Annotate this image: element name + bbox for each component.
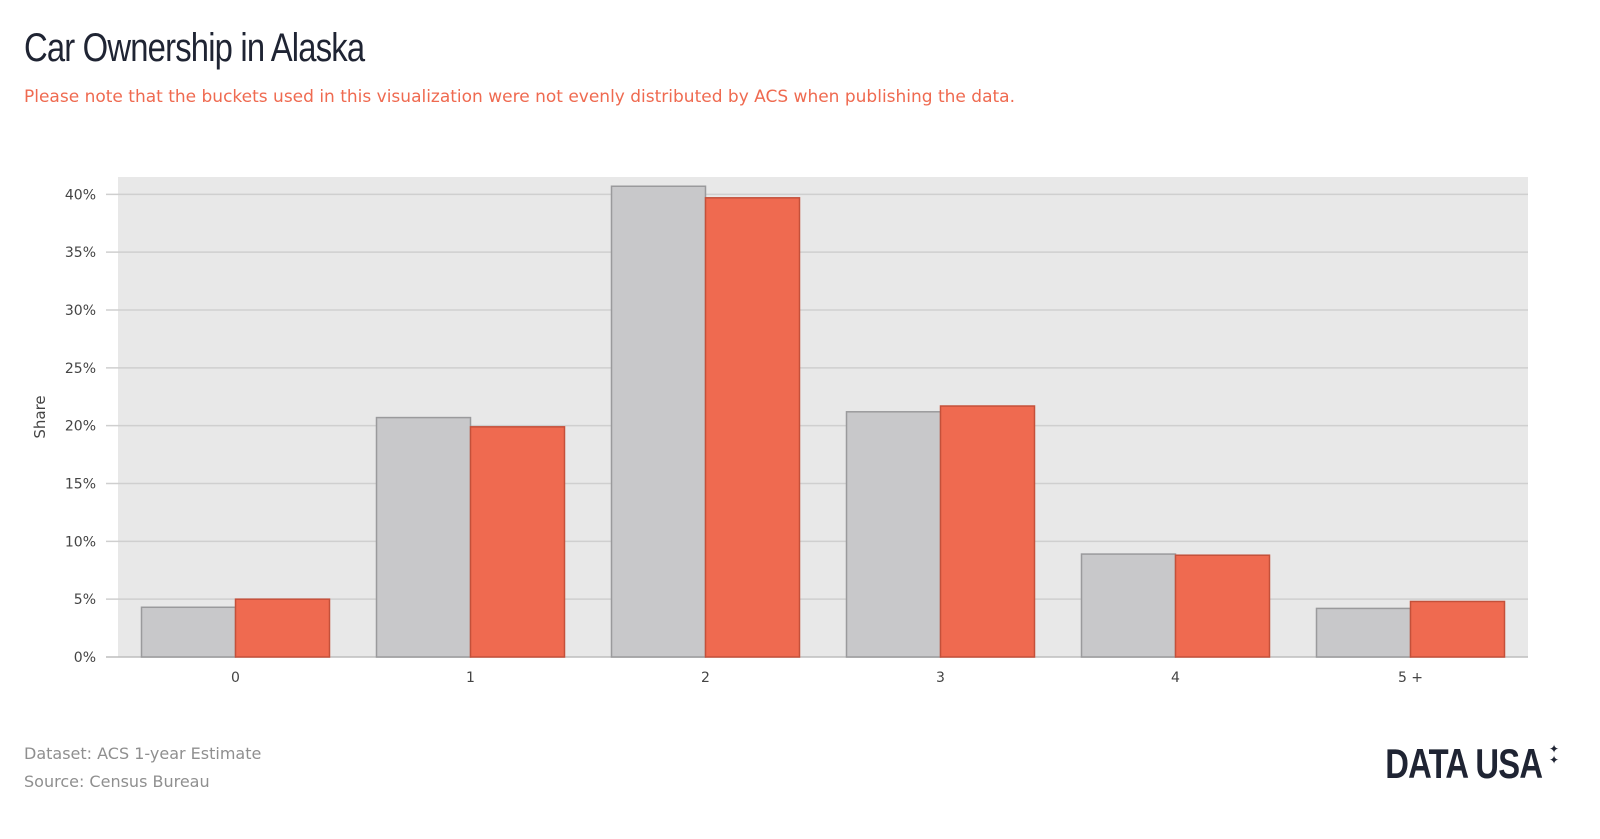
y-tick-label: 0% bbox=[74, 650, 96, 666]
bar-orange[interactable] bbox=[939, 405, 1036, 658]
y-tick-label: 5% bbox=[74, 592, 96, 608]
bar-orange[interactable] bbox=[1409, 600, 1506, 658]
bar-grey[interactable] bbox=[610, 185, 707, 658]
chart-subtitle-note: Please note that the buckets used in thi… bbox=[24, 87, 1015, 107]
bars bbox=[140, 185, 1506, 658]
y-tick-label: 10% bbox=[65, 534, 96, 550]
y-axis-ticks: 0% 5% 10% 15% 20% 25% 30% 35% 40% bbox=[65, 187, 96, 666]
y-tick-label: 35% bbox=[65, 245, 96, 261]
y-tick-label: 15% bbox=[65, 477, 96, 493]
bar-orange[interactable] bbox=[704, 197, 801, 658]
y-axis-label: Share bbox=[31, 395, 49, 438]
x-tick-label: 5 + bbox=[1398, 670, 1423, 686]
plot-background bbox=[118, 177, 1528, 657]
y-tick-label: 30% bbox=[65, 303, 96, 319]
bar-orange[interactable] bbox=[234, 598, 331, 658]
y-tick-label: 25% bbox=[65, 361, 96, 377]
bar-grey[interactable] bbox=[845, 411, 942, 658]
y-tick-label: 20% bbox=[65, 419, 96, 435]
x-tick-label: 1 bbox=[466, 670, 475, 686]
bar-orange[interactable] bbox=[469, 426, 566, 658]
data-usa-logo[interactable]: DATA USA bbox=[1385, 740, 1543, 787]
dataset-note: Dataset: ACS 1-year Estimate bbox=[24, 744, 262, 763]
x-tick-label: 3 bbox=[936, 670, 945, 686]
bar-grey[interactable] bbox=[375, 416, 472, 658]
bar-orange[interactable] bbox=[1174, 554, 1271, 658]
bar-grey[interactable] bbox=[140, 606, 237, 658]
y-tick-label: 40% bbox=[65, 187, 96, 203]
bar-grey[interactable] bbox=[1315, 607, 1412, 658]
x-axis-ticks: 0 1 2 3 4 5 + bbox=[231, 670, 1423, 686]
bar-grey[interactable] bbox=[1080, 553, 1177, 658]
source-note: Source: Census Bureau bbox=[24, 772, 210, 791]
x-tick-label: 4 bbox=[1171, 670, 1180, 686]
chart-title: Car Ownership in Alaska bbox=[24, 26, 365, 70]
logo-stars-icon: ✦ ✦ bbox=[1548, 742, 1560, 767]
x-tick-label: 2 bbox=[701, 670, 710, 686]
gridlines bbox=[106, 193, 1528, 658]
x-tick-label: 0 bbox=[231, 670, 240, 686]
